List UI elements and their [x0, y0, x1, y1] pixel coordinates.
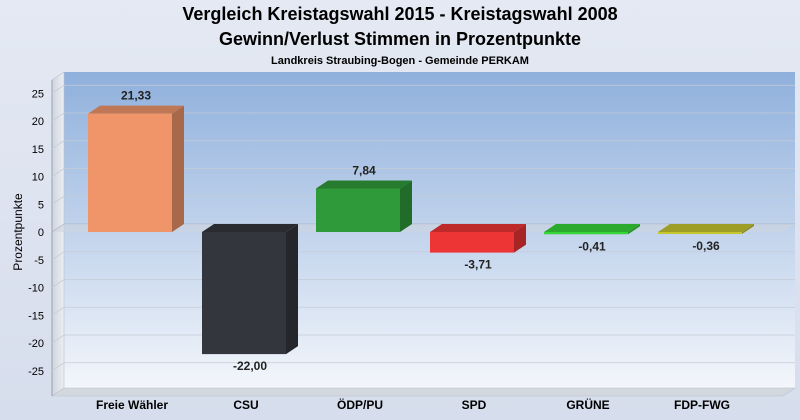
bar [544, 224, 640, 235]
bar [316, 180, 412, 232]
bar-side [628, 224, 640, 235]
gridline [51, 279, 795, 288]
data-label: 7,84 [352, 163, 376, 177]
y-tick-label: 15 [32, 144, 44, 156]
bar-top [316, 180, 412, 189]
y-tick-label: 20 [32, 116, 44, 128]
bar-front [544, 232, 628, 235]
bar [658, 224, 754, 234]
gridline [51, 306, 795, 316]
data-label: -0,41 [578, 239, 606, 253]
bar-front [202, 232, 286, 355]
y-tick-label: -10 [28, 283, 44, 295]
bar [88, 105, 184, 232]
y-tick-label: 0 [38, 227, 44, 239]
bar-top [202, 224, 298, 232]
gridline [51, 112, 795, 122]
bar-top [430, 224, 526, 232]
bar [430, 224, 526, 253]
x-tick-label: ÖDP/PU [337, 397, 383, 412]
x-tick-label: FDP-FWG [674, 398, 730, 412]
bar-top [544, 224, 640, 232]
chart-caption: Landkreis Straubing-Bogen - Gemeinde PER… [271, 55, 529, 67]
x-tick-label: Freie Wähler [96, 398, 168, 412]
data-label: 21,33 [121, 89, 151, 103]
chart-subtitle: Gewinn/Verlust Stimmen in Prozentpunkte [218, 29, 582, 49]
gridline [51, 334, 795, 344]
bar-side [742, 224, 754, 234]
bar-side [514, 224, 526, 253]
y-tick-label: 5 [38, 199, 44, 211]
data-label: -22,00 [233, 359, 267, 373]
side-wall [51, 71, 65, 397]
gridline [51, 362, 795, 372]
chart-title: Vergleich Kreistagswahl 2015 - Kreistags… [182, 4, 618, 24]
y-tick-label: 25 [32, 88, 44, 100]
bar-side [400, 180, 412, 232]
data-label: -3,71 [464, 258, 492, 272]
gridline [51, 195, 795, 205]
bar-top [88, 105, 184, 114]
bar-side [286, 224, 298, 355]
floor [51, 387, 796, 397]
x-tick-label: GRÜNE [566, 397, 609, 412]
gridline [51, 251, 795, 261]
x-tick-label: SPD [462, 398, 487, 412]
bar-front [658, 232, 742, 234]
bar [202, 224, 298, 355]
gridline [51, 168, 795, 177]
bar-side [172, 105, 184, 232]
y-tick-label: -5 [34, 255, 44, 267]
bar-front [88, 113, 172, 232]
y-tick-label: -20 [28, 338, 44, 350]
data-label: -0,36 [692, 239, 720, 253]
y-axis-label: Prozentpunkte [11, 193, 25, 271]
y-tick-label: 10 [32, 172, 44, 184]
y-tick-label: -25 [28, 366, 44, 378]
x-tick-label: CSU [233, 398, 258, 412]
gridline [51, 140, 795, 150]
bar-front [316, 188, 400, 232]
bar-top [658, 224, 754, 232]
y-tick-label: -15 [28, 310, 44, 322]
bar-front [430, 232, 514, 253]
gridline [51, 84, 795, 94]
